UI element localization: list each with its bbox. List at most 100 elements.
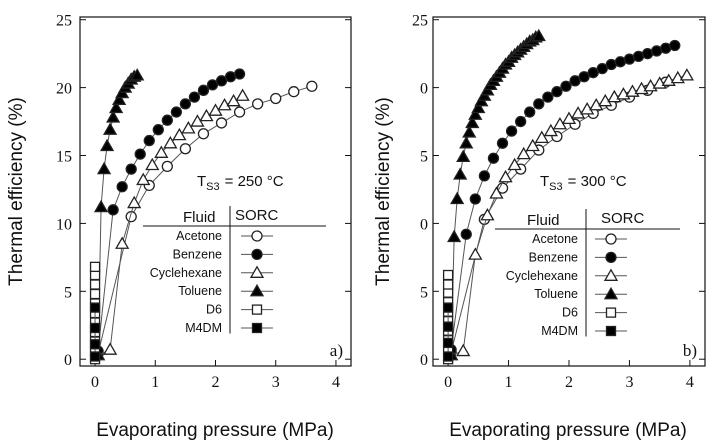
legend-marker xyxy=(605,325,617,337)
temperature-value: = 300 °C xyxy=(568,173,627,190)
data-point xyxy=(233,106,246,118)
data-point xyxy=(456,343,471,357)
data-point xyxy=(596,62,608,75)
x-tick-label: 0 xyxy=(91,374,99,391)
data-point xyxy=(93,199,109,213)
data-point xyxy=(179,98,192,110)
temperature-subscript: S3 xyxy=(549,181,562,193)
data-point xyxy=(468,247,483,260)
data-point xyxy=(543,123,558,137)
data-point xyxy=(534,130,549,144)
data-point xyxy=(134,148,146,160)
legend-label: Toluene xyxy=(534,287,578,301)
data-point xyxy=(252,98,264,110)
data-point xyxy=(89,339,101,350)
temperature-symbol: T xyxy=(540,173,549,190)
data-point xyxy=(233,68,246,80)
data-point xyxy=(288,86,300,98)
data-point xyxy=(89,351,101,362)
data-point xyxy=(471,100,486,114)
x-tick-label: 1 xyxy=(505,374,513,391)
data-point xyxy=(172,127,187,141)
data-point xyxy=(152,124,164,136)
data-point xyxy=(125,163,137,175)
legend-marker xyxy=(603,268,619,281)
data-point xyxy=(102,342,118,355)
data-point xyxy=(531,28,546,42)
data-point xyxy=(89,279,101,290)
x-axis-label: Evaporating pressure (MPa) xyxy=(449,420,687,441)
data-point xyxy=(161,114,173,126)
data-point xyxy=(442,269,454,281)
data-point xyxy=(130,68,145,81)
x-axis-label: Evaporating pressure (MPa) xyxy=(96,420,334,441)
panel-a: 0 1 2 3 4 0 5 10 15 20 25 Evaporating pressure (MPa… xyxy=(6,13,352,441)
x-tick-label: 1 xyxy=(151,374,159,391)
data-point xyxy=(270,92,282,105)
data-point xyxy=(450,191,465,205)
data-point xyxy=(127,195,142,209)
data-point xyxy=(112,92,127,105)
data-point xyxy=(679,68,694,81)
data-point xyxy=(181,121,196,134)
data-point xyxy=(560,80,572,92)
data-point xyxy=(469,193,481,205)
data-point xyxy=(514,115,527,128)
data-point xyxy=(465,115,480,129)
data-point xyxy=(96,161,112,175)
y-tick-label: 20 xyxy=(56,81,72,98)
panel-label: b) xyxy=(683,341,697,360)
y-axis-label: Thermal efficiency (%) xyxy=(6,97,27,286)
y-tick-label: 25 xyxy=(56,13,72,30)
series-toluene xyxy=(444,28,546,361)
data-point xyxy=(235,88,250,101)
legend-label: D6 xyxy=(562,306,578,320)
data-point xyxy=(154,145,169,158)
data-point xyxy=(453,167,468,180)
data-point xyxy=(442,279,454,290)
x-tick-label: 2 xyxy=(212,374,220,391)
series-m4dm xyxy=(442,302,454,362)
legend-marker xyxy=(251,230,263,242)
y-tick-label: 5 xyxy=(420,284,428,301)
data-point xyxy=(106,110,121,123)
data-point xyxy=(109,100,124,114)
data-point xyxy=(569,75,581,87)
data-point xyxy=(145,157,160,171)
data-point xyxy=(447,229,462,243)
data-point xyxy=(215,75,228,87)
data-point xyxy=(468,107,483,120)
y-tick-label: 10 xyxy=(56,216,72,233)
data-point xyxy=(489,186,504,199)
data-point xyxy=(161,160,173,173)
y-tick-label: 5 xyxy=(420,149,428,166)
data-point xyxy=(462,125,477,138)
data-point xyxy=(107,204,119,216)
legend-marker xyxy=(251,248,263,261)
legend-marker xyxy=(251,322,263,334)
y-axis-label: Thermal efficiency (%) xyxy=(373,97,394,286)
data-point xyxy=(206,79,219,91)
y-tick-label: 0 xyxy=(420,352,428,369)
data-point xyxy=(478,170,491,182)
series-m4dm xyxy=(89,302,101,362)
y-tick-label: 5 xyxy=(64,284,72,301)
legend: Fluid SORC Acetone Benzene Cyclehexane Toluen… xyxy=(143,206,326,344)
data-point xyxy=(459,135,474,149)
legend-background xyxy=(143,208,326,344)
data-point xyxy=(89,322,101,334)
legend-marker xyxy=(249,283,265,297)
x-tick-label: 0 xyxy=(444,374,452,391)
temperature-subscript: S3 xyxy=(206,181,219,193)
data-point xyxy=(487,152,500,164)
data-point xyxy=(115,236,130,249)
data-point xyxy=(143,134,155,147)
legend-label: Cyclehexane xyxy=(506,269,578,283)
data-point xyxy=(669,39,681,52)
panel-b: 0 1 2 3 4 0 5 0 5 0 25 Evaporating pressure (MPa) Th… xyxy=(373,13,706,441)
y-tick-label: 15 xyxy=(56,149,72,166)
data-point xyxy=(587,67,599,79)
data-point xyxy=(163,135,178,149)
legend-header-cycle: SORC xyxy=(235,207,279,224)
legend-marker xyxy=(249,265,265,278)
